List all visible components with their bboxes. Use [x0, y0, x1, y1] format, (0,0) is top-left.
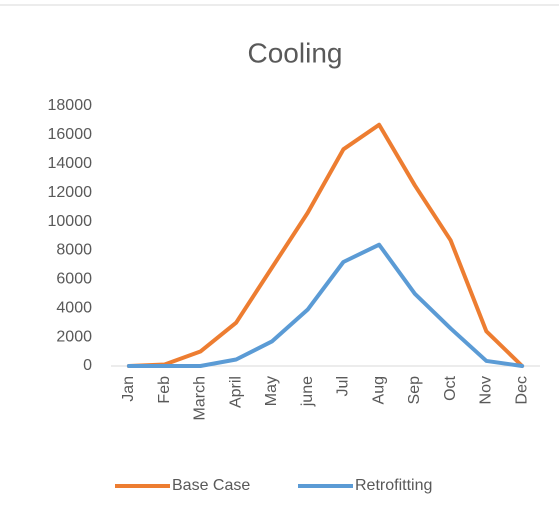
- y-tick-label: 10000: [48, 213, 93, 230]
- x-tick-label: june: [299, 376, 316, 407]
- x-tick-label: Aug: [370, 376, 387, 404]
- x-tick-label: Feb: [156, 376, 173, 404]
- y-tick-label: 2000: [56, 328, 92, 345]
- y-tick-label: 14000: [48, 155, 93, 172]
- x-tick-label: April: [227, 376, 244, 408]
- y-tick-label: 16000: [48, 126, 93, 143]
- y-tick-label: 18000: [48, 97, 93, 114]
- y-tick-label: 0: [83, 357, 92, 374]
- y-tick-label: 8000: [56, 242, 92, 259]
- y-tick-label: 4000: [56, 299, 92, 316]
- chart-title: Cooling: [248, 37, 343, 68]
- legend-label: Retrofitting: [355, 477, 432, 494]
- x-tick-label: Oct: [442, 375, 459, 400]
- y-tick-label: 6000: [56, 271, 92, 288]
- series-line: [126, 122, 525, 368]
- x-tick-label: March: [192, 376, 209, 420]
- y-tick-label: 12000: [48, 184, 93, 201]
- series-line: [126, 242, 525, 368]
- legend-label: Base Case: [172, 477, 250, 494]
- x-tick-label: May: [263, 376, 280, 406]
- x-tick-label: Nov: [478, 376, 495, 404]
- x-tick-label: Sep: [406, 376, 423, 405]
- x-tick-label: Dec: [513, 376, 530, 404]
- x-tick-label: Jan: [120, 376, 137, 402]
- x-tick-label: Jul: [335, 376, 352, 396]
